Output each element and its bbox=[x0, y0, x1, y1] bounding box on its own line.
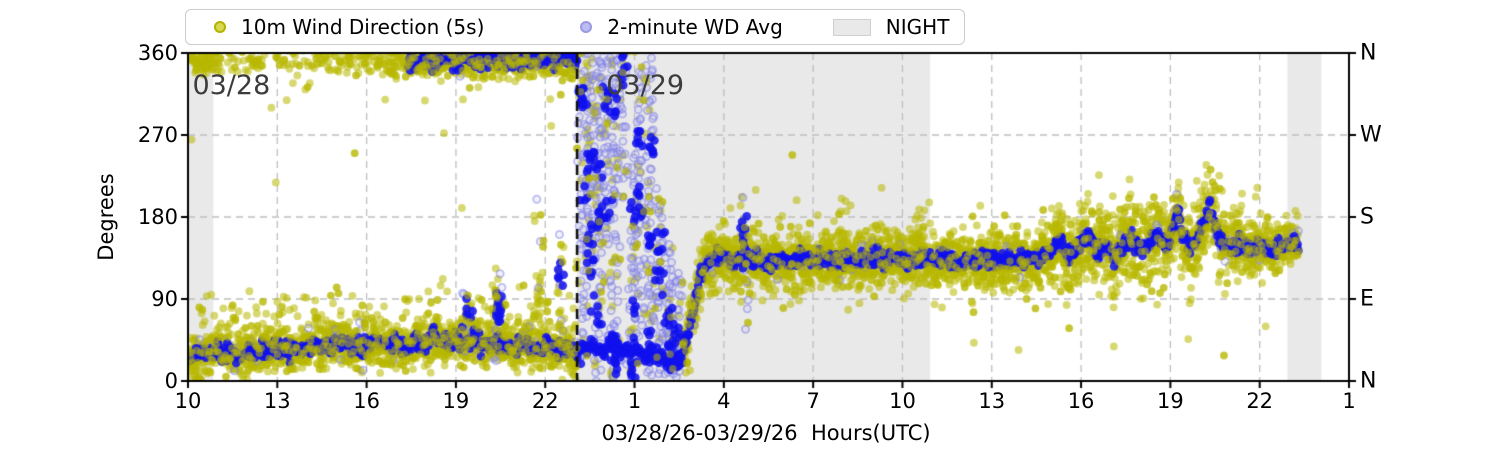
x-tick-label: 19 bbox=[442, 389, 470, 413]
yellow-dot-marker-icon bbox=[214, 21, 226, 33]
legend-label-night: NIGHT bbox=[885, 15, 950, 39]
x-tick-label: 22 bbox=[1246, 389, 1274, 413]
night-patch-icon bbox=[832, 18, 871, 36]
legend-item-wd-avg: 2-minute WD Avg bbox=[580, 15, 783, 39]
x-tick-label: 1 bbox=[627, 389, 642, 413]
x-tick-label: 7 bbox=[806, 389, 820, 413]
legend-label-wd-avg: 2-minute WD Avg bbox=[607, 15, 783, 39]
legend-item-wd-5s: 10m Wind Direction (5s) bbox=[214, 15, 484, 39]
x-tick-label: 16 bbox=[1067, 389, 1095, 413]
legend: 10m Wind Direction (5s) 2-minute WD Avg … bbox=[185, 9, 965, 45]
y-tick-label: 360 bbox=[137, 41, 178, 65]
x-tick-label: 22 bbox=[531, 389, 559, 413]
x-tick-label: 19 bbox=[1157, 389, 1184, 413]
x-tick-label: 4 bbox=[717, 389, 731, 413]
x-axis-label: 03/28/26-03/29/26 Hours(UTC) bbox=[601, 421, 931, 445]
x-tick-label: 13 bbox=[978, 389, 1006, 413]
date-annotation: 03/28 bbox=[192, 70, 271, 101]
y-tick-label: 270 bbox=[137, 123, 178, 147]
blue-dot-marker-icon bbox=[580, 21, 593, 33]
compass-label: S bbox=[1360, 204, 1374, 230]
y-axis-label: Degrees bbox=[94, 173, 118, 261]
x-tick-label: 10 bbox=[889, 389, 916, 413]
compass-label: W bbox=[1360, 122, 1382, 148]
compass-label: N bbox=[1360, 40, 1377, 66]
y-tick-label: 0 bbox=[164, 369, 178, 393]
x-tick-label: 10 bbox=[174, 389, 202, 413]
x-tick-label: 16 bbox=[353, 389, 380, 413]
compass-label: N bbox=[1360, 368, 1377, 394]
x-tick-label: 13 bbox=[263, 389, 291, 413]
legend-item-night: NIGHT bbox=[832, 15, 950, 39]
x-tick-label: 1 bbox=[1342, 389, 1356, 413]
date-annotation: 03/29 bbox=[606, 70, 685, 101]
y-tick-label: 90 bbox=[151, 287, 178, 311]
compass-label: E bbox=[1360, 286, 1374, 312]
y-tick-label: 180 bbox=[137, 205, 178, 229]
legend-label-wd-5s: 10m Wind Direction (5s) bbox=[241, 15, 485, 39]
